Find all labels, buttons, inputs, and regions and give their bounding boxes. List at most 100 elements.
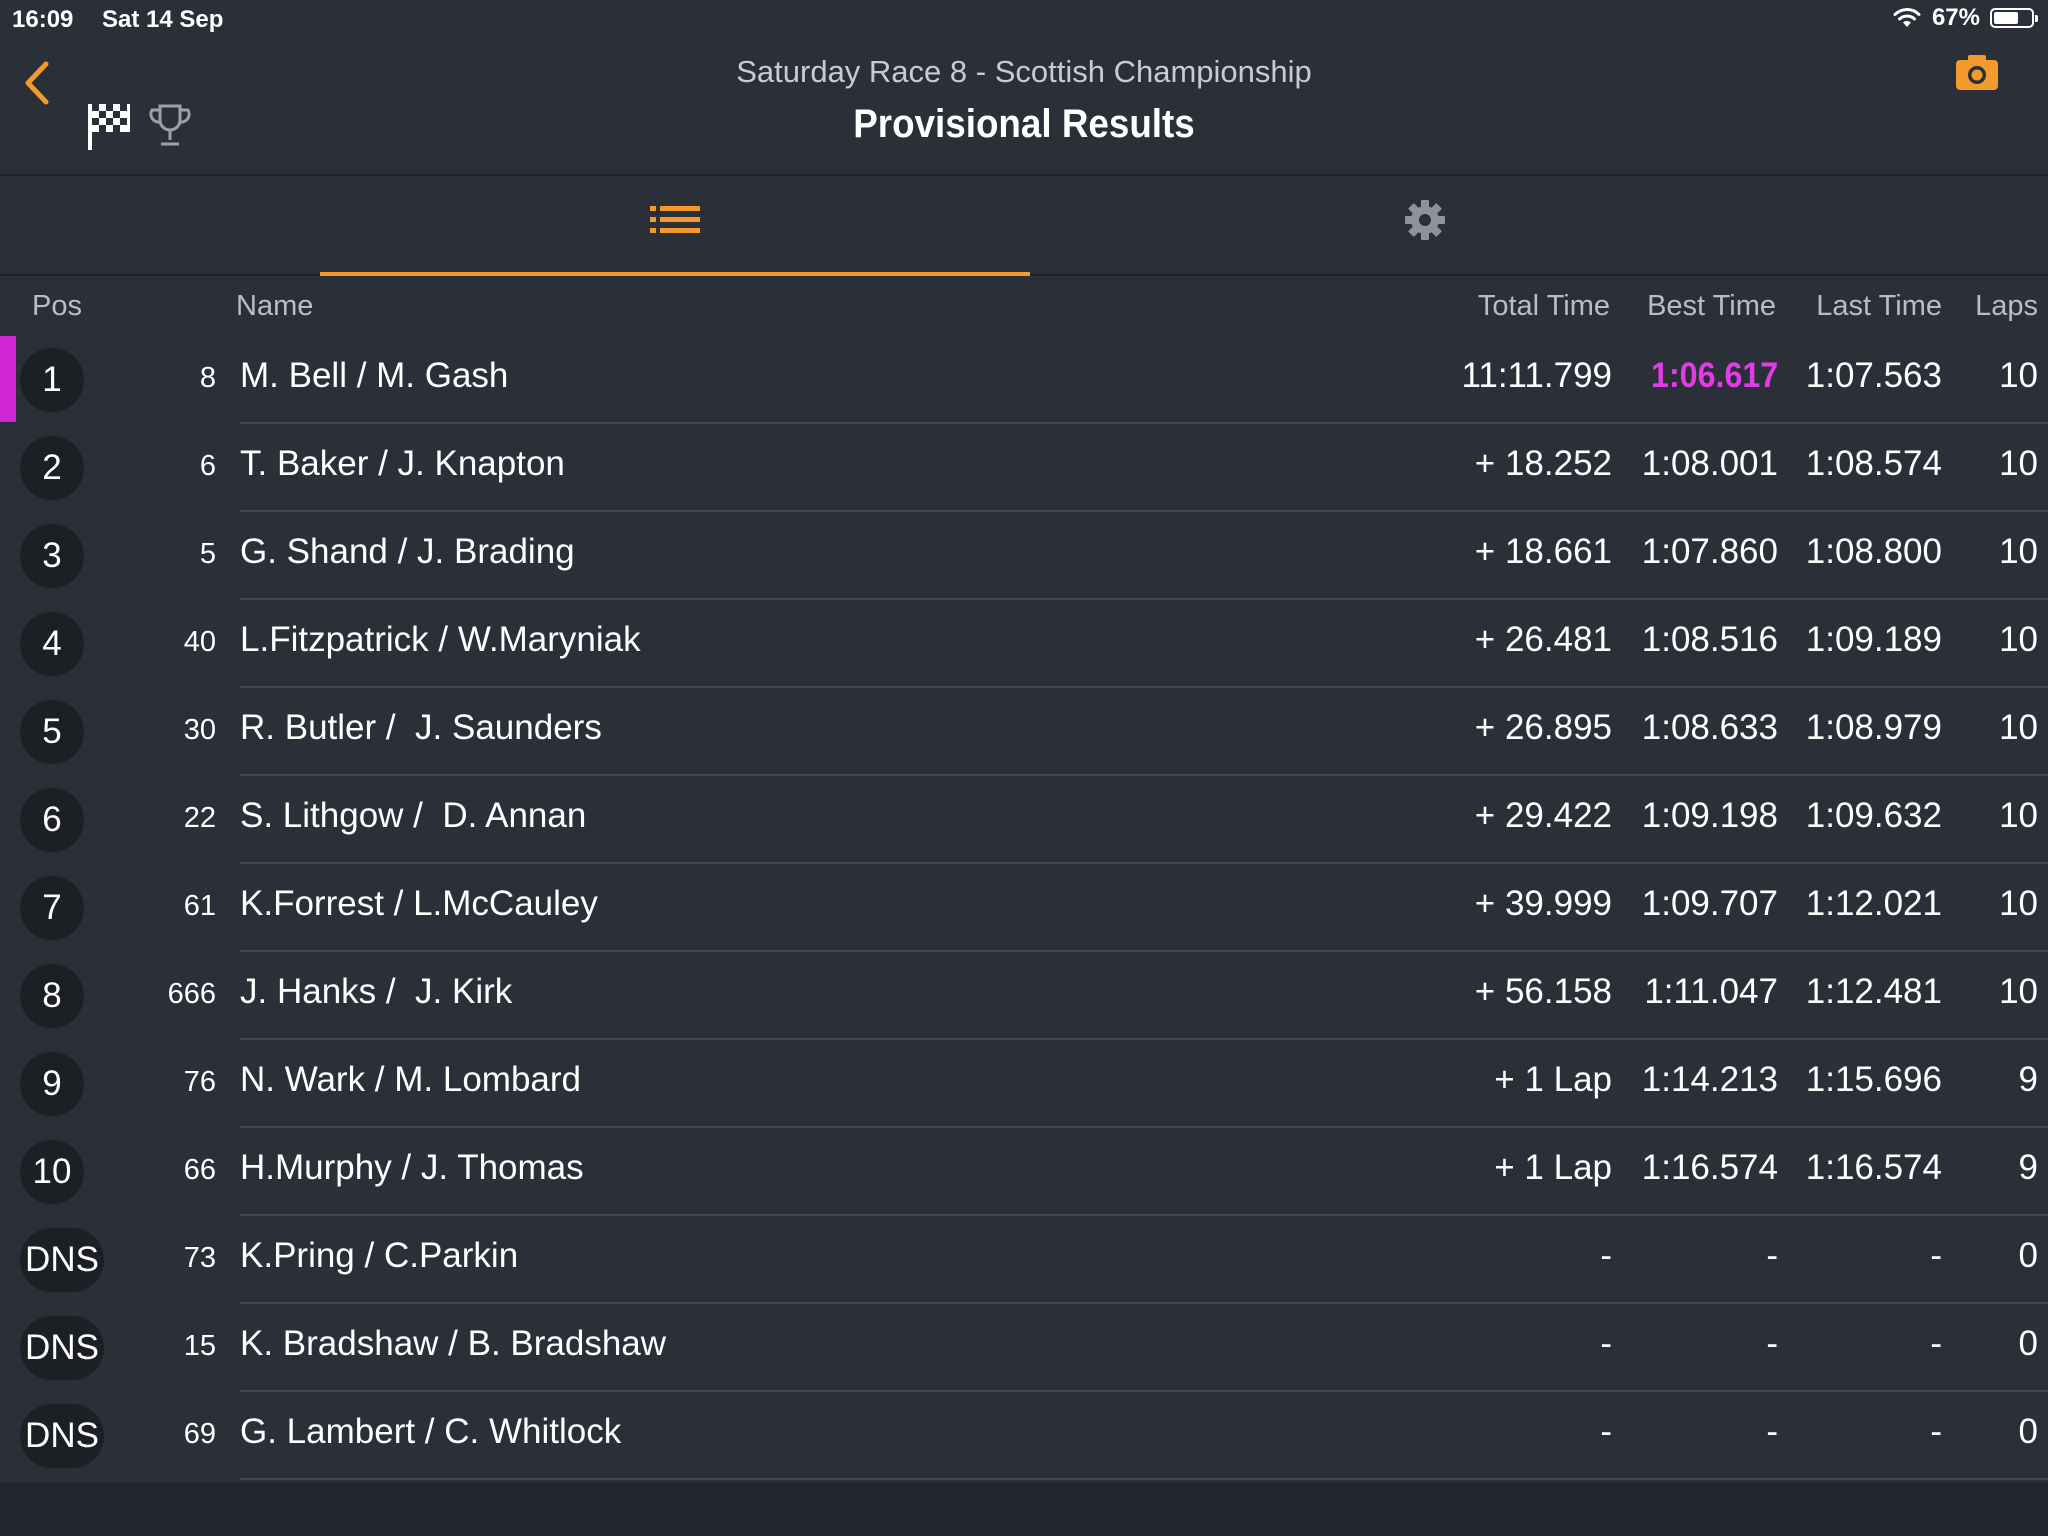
footer-area bbox=[0, 1482, 2048, 1536]
camera-icon bbox=[1956, 55, 1998, 90]
total-time: - bbox=[1600, 1236, 1612, 1275]
table-row[interactable]: 8 666 J. Hanks / J. Kirk + 56.158 1:11.047 1:… bbox=[0, 952, 2048, 1040]
trophy-icon[interactable] bbox=[148, 102, 192, 150]
total-time: 11:11.799 bbox=[1461, 356, 1612, 395]
laps: 10 bbox=[1999, 444, 2038, 483]
position-badge: 2 bbox=[20, 436, 84, 500]
back-chevron-icon bbox=[25, 61, 49, 105]
laps: 0 bbox=[2018, 1324, 2038, 1363]
active-tab-indicator bbox=[320, 272, 1030, 276]
driver-names: K.Forrest / L.McCauley bbox=[240, 884, 598, 923]
laps: 0 bbox=[2018, 1236, 2038, 1275]
status-right: 67% bbox=[1892, 4, 2038, 32]
position-badge: 10 bbox=[20, 1140, 84, 1204]
table-row[interactable]: 6 22 S. Lithgow / D. Annan + 29.422 1:09.198… bbox=[0, 776, 2048, 864]
position-badge: 4 bbox=[20, 612, 84, 676]
car-number: 666 bbox=[167, 978, 216, 1010]
table-row[interactable]: 7 61 K.Forrest / L.McCauley + 39.999 1:09.70… bbox=[0, 864, 2048, 952]
best-time: 1:14.213 bbox=[1641, 1060, 1778, 1099]
column-header-laps: Laps bbox=[1975, 290, 2038, 322]
status-bar: 16:09 Sat 14 Sep 67% bbox=[0, 0, 2048, 40]
driver-names: N. Wark / M. Lombard bbox=[240, 1060, 581, 1099]
table-row[interactable]: DNS 15 K. Bradshaw / B. Bradshaw - - - 0 bbox=[0, 1304, 2048, 1392]
driver-names: H.Murphy / J. Thomas bbox=[240, 1148, 584, 1187]
car-number: 6 bbox=[199, 450, 216, 482]
position-badge: 1 bbox=[20, 348, 84, 412]
total-time: + 29.422 bbox=[1474, 796, 1612, 835]
table-row[interactable]: 10 66 H.Murphy / J. Thomas + 1 Lap 1:16.574 1… bbox=[0, 1128, 2048, 1216]
page-title: Provisional Results bbox=[853, 102, 1195, 146]
total-time: + 1 Lap bbox=[1494, 1060, 1612, 1099]
best-time: 1:09.198 bbox=[1641, 796, 1778, 835]
best-time: 1:09.707 bbox=[1641, 884, 1778, 923]
column-header-best-time: Best Time bbox=[1647, 290, 1776, 322]
table-row[interactable]: 1 8 M. Bell / M. Gash 11:11.799 1:06.617 1:07… bbox=[0, 336, 2048, 424]
last-time: 1:09.189 bbox=[1805, 620, 1942, 659]
driver-names: T. Baker / J. Knapton bbox=[240, 444, 565, 483]
column-header-last-time: Last Time bbox=[1816, 290, 1942, 322]
total-time: + 26.481 bbox=[1474, 620, 1612, 659]
best-time: - bbox=[1766, 1324, 1778, 1363]
table-row[interactable]: 5 30 R. Butler / J. Saunders + 26.895 1:08.6… bbox=[0, 688, 2048, 776]
table-row[interactable]: 2 6 T. Baker / J. Knapton + 18.252 1:08.001 1… bbox=[0, 424, 2048, 512]
car-number: 61 bbox=[183, 890, 216, 922]
table-row[interactable]: DNS 73 K.Pring / C.Parkin - - - 0 bbox=[0, 1216, 2048, 1304]
car-number: 76 bbox=[183, 1066, 216, 1098]
column-header-pos: Pos bbox=[32, 290, 82, 322]
best-time: 1:08.633 bbox=[1641, 708, 1778, 747]
back-button[interactable] bbox=[16, 58, 60, 108]
driver-names: K. Bradshaw / B. Bradshaw bbox=[240, 1324, 667, 1363]
driver-names: M. Bell / M. Gash bbox=[240, 356, 509, 395]
last-time: 1:08.800 bbox=[1805, 532, 1942, 571]
laps: 10 bbox=[1999, 356, 2038, 395]
best-time: - bbox=[1766, 1236, 1778, 1275]
best-time: 1:11.047 bbox=[1644, 972, 1778, 1011]
best-time: 1:08.516 bbox=[1641, 620, 1778, 659]
position-badge: 6 bbox=[20, 788, 84, 852]
laps: 10 bbox=[1999, 796, 2038, 835]
laps: 0 bbox=[2018, 1412, 2038, 1451]
tab-bar bbox=[0, 176, 2048, 276]
table-row[interactable]: DNS 69 G. Lambert / C. Whitlock - - - 0 bbox=[0, 1392, 2048, 1480]
position-badge: DNS bbox=[20, 1228, 104, 1292]
car-number: 22 bbox=[183, 802, 216, 834]
total-time: + 1 Lap bbox=[1494, 1148, 1612, 1187]
table-row[interactable]: 9 76 N. Wark / M. Lombard + 1 Lap 1:14.213 1:… bbox=[0, 1040, 2048, 1128]
laps: 9 bbox=[2018, 1060, 2038, 1099]
car-number: 30 bbox=[183, 714, 216, 746]
checkered-flag-icon[interactable] bbox=[84, 100, 134, 152]
driver-names: R. Butler / J. Saunders bbox=[240, 708, 602, 747]
laps: 10 bbox=[1999, 708, 2038, 747]
clock: 16:09 bbox=[12, 6, 74, 33]
position-badge: 5 bbox=[20, 700, 84, 764]
total-time: + 18.252 bbox=[1474, 444, 1612, 483]
position-badge: 3 bbox=[20, 524, 84, 588]
tab-results-list[interactable] bbox=[320, 176, 1030, 276]
race-subtitle: Saturday Race 8 - Scottish Championship bbox=[736, 54, 1312, 89]
total-time: + 18.661 bbox=[1474, 532, 1612, 571]
best-time-fastest: 1:06.617 bbox=[1650, 356, 1778, 395]
camera-button[interactable] bbox=[1954, 52, 2000, 92]
car-number: 69 bbox=[183, 1418, 216, 1450]
position-badge: DNS bbox=[20, 1404, 104, 1468]
table-row[interactable]: 3 5 G. Shand / J. Brading + 18.661 1:07.860 1… bbox=[0, 512, 2048, 600]
last-time: - bbox=[1930, 1324, 1942, 1363]
driver-names: S. Lithgow / D. Annan bbox=[240, 796, 587, 835]
last-time: - bbox=[1930, 1412, 1942, 1451]
car-number: 15 bbox=[183, 1330, 216, 1362]
position-badge: 8 bbox=[20, 964, 84, 1028]
car-number: 73 bbox=[183, 1242, 216, 1274]
total-time: + 56.158 bbox=[1474, 972, 1612, 1011]
best-time: - bbox=[1766, 1412, 1778, 1451]
battery-icon bbox=[1990, 8, 2038, 28]
driver-names: K.Pring / C.Parkin bbox=[240, 1236, 519, 1275]
last-time: 1:12.021 bbox=[1805, 884, 1942, 923]
last-time: 1:09.632 bbox=[1805, 796, 1942, 835]
tab-settings[interactable] bbox=[1090, 176, 1760, 274]
car-number: 5 bbox=[199, 538, 216, 570]
position-badge: 9 bbox=[20, 1052, 84, 1116]
laps: 9 bbox=[2018, 1148, 2038, 1187]
results-table-header: Pos Name Total Time Best Time Last Time … bbox=[0, 276, 2048, 334]
laps: 10 bbox=[1999, 620, 2038, 659]
table-row[interactable]: 4 40 L.Fitzpatrick / W.Maryniak + 26.481 1:0… bbox=[0, 600, 2048, 688]
